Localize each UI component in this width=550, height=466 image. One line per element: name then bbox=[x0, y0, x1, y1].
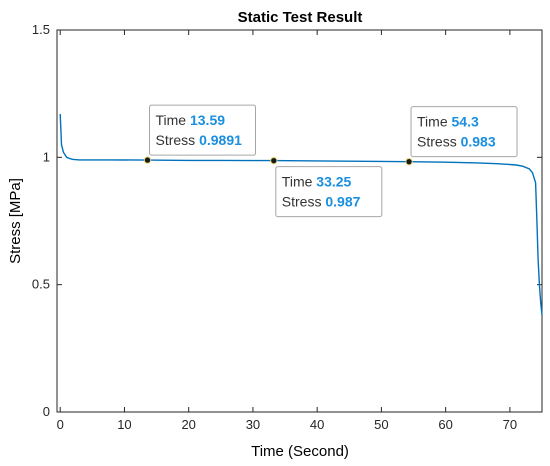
datatip-marker[interactable] bbox=[405, 157, 413, 166]
datatip-stress: Stress 0.987 bbox=[282, 194, 361, 210]
datatip-time: Time 33.25 bbox=[282, 174, 352, 190]
datatip-marker[interactable] bbox=[270, 156, 278, 165]
chart-title: Static Test Result bbox=[238, 9, 363, 26]
datatip-box bbox=[275, 166, 383, 218]
x-tick-label: 10 bbox=[117, 417, 131, 432]
datatip[interactable]: Time 33.25 Stress 0.987 bbox=[270, 156, 383, 218]
datatip[interactable]: Time 54.3 Stress 0.983 bbox=[405, 106, 518, 166]
y-tick-label: 1.5 bbox=[32, 22, 50, 37]
datatip-time: Time 54.3 bbox=[417, 114, 479, 130]
datatip[interactable]: Time 13.59 Stress 0.9891 bbox=[143, 104, 257, 164]
x-tick-label: 70 bbox=[503, 417, 517, 432]
x-axis: 0 10 20 30 40 50 60 70 bbox=[57, 30, 517, 432]
datatip-marker[interactable] bbox=[143, 156, 152, 164]
datatip-stress: Stress 0.9891 bbox=[156, 132, 243, 148]
x-tick-label: 30 bbox=[246, 417, 260, 432]
x-tick-label: 50 bbox=[374, 417, 388, 432]
datatip-box bbox=[410, 106, 518, 158]
y-axis-title: Stress [MPa] bbox=[7, 178, 24, 264]
x-axis-title: Time (Second) bbox=[251, 443, 349, 460]
x-tick-label: 20 bbox=[181, 417, 195, 432]
x-tick-label: 0 bbox=[57, 417, 64, 432]
plot-area bbox=[56, 29, 543, 413]
x-tick-label: 40 bbox=[310, 417, 324, 432]
datatips: Time 13.59 Stress 0.9891 Time 33.25 Stress … bbox=[143, 104, 518, 218]
y-axis: 0 0.5 1 1.5 bbox=[32, 22, 542, 419]
y-tick-label: 1 bbox=[43, 149, 50, 164]
y-tick-label: 0 bbox=[43, 404, 50, 419]
datatip-time: Time 13.59 bbox=[156, 112, 226, 128]
datatip-box bbox=[149, 104, 257, 156]
series-line bbox=[59, 113, 543, 316]
datatip-stress: Stress 0.983 bbox=[417, 134, 496, 150]
x-tick-label: 60 bbox=[438, 417, 452, 432]
y-tick-label: 0.5 bbox=[32, 277, 50, 292]
